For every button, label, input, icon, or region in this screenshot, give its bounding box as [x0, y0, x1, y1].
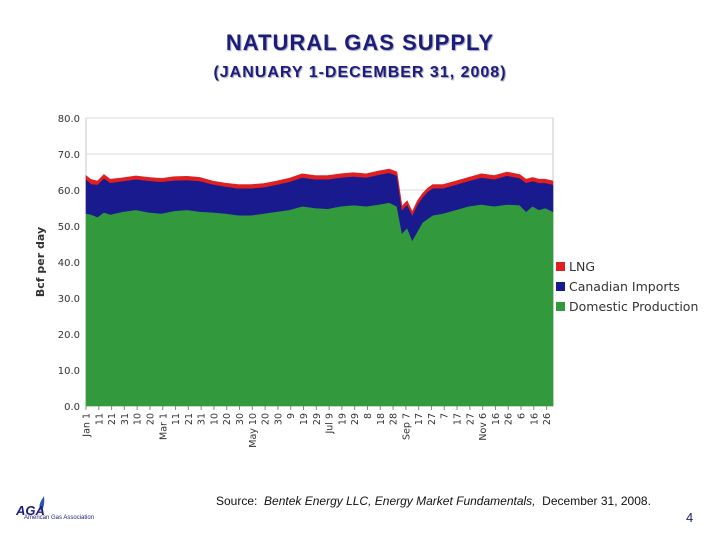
x-tick-label: 30	[235, 413, 246, 425]
y-tick-label: 70.0	[58, 150, 80, 161]
y-tick-label: 0.0	[64, 402, 80, 413]
x-tick-label: Mar 1	[158, 413, 169, 440]
x-tick-label: 29	[350, 413, 361, 425]
y-tick-label: 60.0	[58, 186, 80, 197]
y-tick-label: 30.0	[58, 294, 80, 305]
legend-swatch	[556, 301, 565, 311]
x-tick-label: 19	[299, 413, 310, 425]
source-prefix: Source:	[216, 494, 265, 508]
y-axis-label: Bcf per day	[34, 227, 47, 297]
x-tick-label: 29	[312, 413, 323, 425]
x-tick-label: May 10	[248, 413, 259, 448]
slide-subtitle: (JANUARY 1-DECEMBER 31, 2008)	[213, 64, 507, 81]
x-tick-label: 7	[440, 413, 451, 419]
x-tick-label: 16	[529, 413, 540, 425]
area-domestic-production	[85, 202, 554, 407]
legend-item: Domestic Production	[556, 296, 698, 316]
x-tick-label: 20	[145, 413, 156, 425]
legend-label: Domestic Production	[569, 298, 699, 314]
x-tick-label: 19	[337, 413, 348, 425]
y-tick-label: 10.0	[58, 366, 80, 377]
page-number: 4	[686, 510, 694, 525]
area-lng	[85, 168, 554, 216]
x-tick-label: 11	[171, 413, 182, 425]
y-tick-label: 80.0	[58, 114, 80, 125]
source-date: December 31, 2008.	[535, 494, 651, 508]
x-tick-label: 18	[376, 413, 387, 425]
x-tick-label: 28	[389, 413, 400, 425]
slide-title: NATURAL GAS SUPPLY	[225, 30, 495, 55]
x-tick-label: 10	[209, 413, 220, 425]
x-tick-label: 20	[261, 413, 272, 425]
chart-legend: LNG Canadian Imports Domestic Production	[556, 256, 698, 316]
legend-swatch	[556, 261, 565, 271]
x-tick-label: Nov 6	[478, 413, 489, 441]
x-tick-label: 9	[286, 413, 297, 419]
x-tick-label: 16	[491, 413, 502, 425]
logo-mark: AGA	[15, 503, 45, 518]
legend-swatch	[556, 281, 565, 291]
source-publisher: Bentek Energy LLC, Energy Market Fundame…	[264, 494, 536, 508]
x-tick-label: 30	[273, 413, 284, 425]
legend-item: Canadian Imports	[556, 276, 698, 296]
x-tick-label: 10	[133, 413, 144, 425]
x-tick-label: 31	[197, 413, 208, 425]
y-tick-label: 40.0	[58, 258, 80, 269]
x-tick-label: 17	[453, 413, 464, 425]
source-note: Source: Bentek Energy LLC, Energy Market…	[216, 494, 651, 508]
x-tick-label: Jul 9	[325, 413, 336, 435]
x-tick-label: 31	[120, 413, 131, 425]
x-tick-label: 8	[363, 413, 374, 419]
x-tick-label: 21	[184, 413, 195, 425]
x-tick-label: 26	[542, 413, 553, 425]
logo-name: American Gas Association	[24, 515, 95, 521]
x-tick-label: 27	[465, 413, 476, 425]
x-tick-label: 21	[107, 413, 118, 425]
legend-label: Canadian Imports	[569, 278, 680, 294]
aga-logo: AGA	[15, 496, 45, 518]
x-tick-label: 20	[222, 413, 233, 425]
supply-area-chart: 0.0 10.0 20.0 30.0 40.0 50.0 60.0 70.0 80.0 Jan …	[34, 114, 554, 448]
x-tick-label: 27	[427, 413, 438, 425]
x-tick-label: 11	[94, 413, 105, 425]
flame-icon	[39, 496, 45, 511]
x-tick-label: 26	[504, 413, 515, 425]
x-tick-label: 6	[517, 413, 528, 419]
y-tick-label: 20.0	[58, 330, 80, 341]
x-tick-label: Jan 1	[82, 413, 93, 438]
y-tick-label: 50.0	[58, 222, 80, 233]
legend-label: LNG	[569, 258, 596, 274]
x-tick-label: 17	[414, 413, 425, 425]
legend-item: LNG	[556, 256, 698, 276]
x-tick-label: Sep 7	[401, 413, 412, 440]
